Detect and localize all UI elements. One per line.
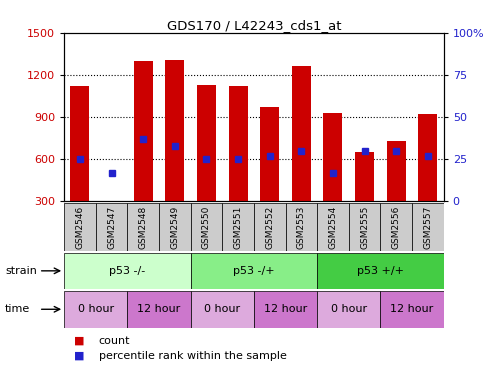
Text: GSM2551: GSM2551 (234, 205, 243, 249)
Text: GSM2547: GSM2547 (107, 205, 116, 249)
Text: 0 hour: 0 hour (204, 304, 240, 314)
Title: GDS170 / L42243_cds1_at: GDS170 / L42243_cds1_at (167, 19, 341, 32)
Text: GSM2546: GSM2546 (75, 205, 84, 249)
Bar (412, 203, 444, 251)
Bar (64, 203, 96, 251)
Bar (197, 85, 216, 201)
Text: GSM2554: GSM2554 (328, 205, 338, 249)
Text: GSM2548: GSM2548 (139, 205, 148, 249)
Bar (317, 291, 381, 328)
Bar (191, 253, 317, 289)
Text: p53 +/+: p53 +/+ (357, 266, 404, 276)
Text: GSM2557: GSM2557 (423, 205, 432, 249)
Text: GSM2552: GSM2552 (265, 205, 274, 249)
Bar (127, 203, 159, 251)
Bar (285, 203, 317, 251)
Bar (317, 253, 444, 289)
Text: p53 -/+: p53 -/+ (233, 266, 275, 276)
Text: time: time (5, 304, 30, 314)
Bar (159, 203, 191, 251)
Text: GSM2556: GSM2556 (392, 205, 401, 249)
Text: strain: strain (5, 266, 37, 276)
Bar (64, 291, 127, 328)
Bar (134, 61, 153, 201)
Text: 12 hour: 12 hour (390, 304, 434, 314)
Bar (222, 203, 254, 251)
Bar (102, 201, 121, 204)
Text: ■: ■ (74, 351, 84, 361)
Bar (254, 203, 285, 251)
Bar (292, 66, 311, 201)
Bar (387, 141, 406, 201)
Text: 12 hour: 12 hour (138, 304, 180, 314)
Bar (317, 203, 349, 251)
Bar (96, 203, 127, 251)
Text: 0 hour: 0 hour (331, 304, 367, 314)
Bar (349, 203, 381, 251)
Bar (323, 113, 343, 201)
Bar (381, 203, 412, 251)
Text: 0 hour: 0 hour (78, 304, 114, 314)
Bar (254, 291, 317, 328)
Text: p53 -/-: p53 -/- (109, 266, 145, 276)
Text: 12 hour: 12 hour (264, 304, 307, 314)
Bar (127, 291, 191, 328)
Bar (381, 291, 444, 328)
Bar (419, 114, 437, 201)
Bar (260, 107, 279, 201)
Bar (355, 152, 374, 201)
Text: ■: ■ (74, 336, 84, 346)
Bar (229, 86, 247, 201)
Bar (191, 203, 222, 251)
Text: GSM2553: GSM2553 (297, 205, 306, 249)
Bar (70, 86, 89, 201)
Bar (64, 253, 191, 289)
Text: GSM2555: GSM2555 (360, 205, 369, 249)
Text: GSM2549: GSM2549 (170, 205, 179, 249)
Bar (165, 60, 184, 201)
Text: count: count (99, 336, 130, 346)
Bar (191, 291, 254, 328)
Text: GSM2550: GSM2550 (202, 205, 211, 249)
Text: percentile rank within the sample: percentile rank within the sample (99, 351, 286, 361)
